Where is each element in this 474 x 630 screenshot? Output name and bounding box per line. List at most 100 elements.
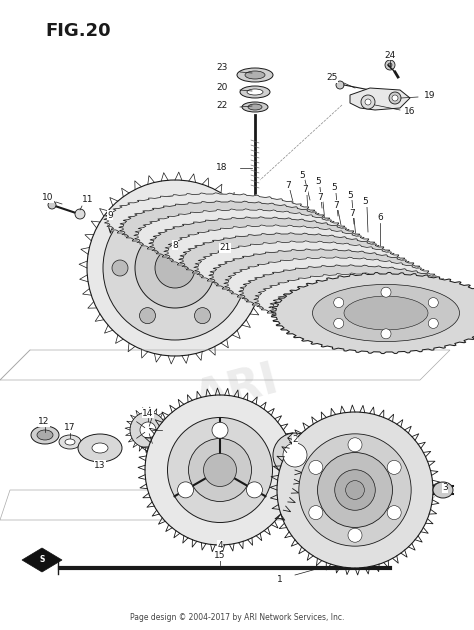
Ellipse shape <box>170 214 286 243</box>
Text: ARI: ARI <box>190 358 284 422</box>
Text: 16: 16 <box>404 108 416 117</box>
Polygon shape <box>209 249 427 303</box>
Circle shape <box>387 506 401 520</box>
Ellipse shape <box>233 247 257 257</box>
Circle shape <box>392 95 398 101</box>
Text: 19: 19 <box>424 91 436 100</box>
Circle shape <box>346 481 365 500</box>
Text: 12: 12 <box>38 418 50 427</box>
Ellipse shape <box>230 246 346 274</box>
Circle shape <box>428 318 438 328</box>
Polygon shape <box>194 241 412 295</box>
Circle shape <box>155 248 195 288</box>
Ellipse shape <box>78 434 122 462</box>
Circle shape <box>381 287 391 297</box>
Ellipse shape <box>59 435 81 449</box>
Ellipse shape <box>245 254 361 282</box>
Ellipse shape <box>344 296 428 330</box>
Circle shape <box>299 434 411 546</box>
Text: 7: 7 <box>302 185 308 195</box>
Ellipse shape <box>65 439 75 445</box>
Polygon shape <box>179 233 397 287</box>
Text: 7: 7 <box>333 200 339 210</box>
Polygon shape <box>254 273 472 327</box>
Ellipse shape <box>433 482 453 498</box>
Ellipse shape <box>92 443 108 453</box>
Circle shape <box>334 318 344 328</box>
Text: 7: 7 <box>285 181 291 190</box>
Polygon shape <box>224 257 442 311</box>
Circle shape <box>167 418 273 522</box>
Ellipse shape <box>273 433 317 477</box>
Circle shape <box>348 528 362 542</box>
Circle shape <box>194 212 210 228</box>
Circle shape <box>309 506 323 520</box>
Circle shape <box>103 196 247 340</box>
Polygon shape <box>164 225 382 279</box>
Circle shape <box>246 482 263 498</box>
Ellipse shape <box>155 206 271 234</box>
Polygon shape <box>350 88 410 110</box>
Circle shape <box>335 470 375 510</box>
Text: 22: 22 <box>216 101 228 110</box>
Text: 23: 23 <box>216 64 228 72</box>
Ellipse shape <box>240 86 270 98</box>
Text: 21: 21 <box>219 244 231 253</box>
Ellipse shape <box>37 430 53 440</box>
Text: 6: 6 <box>377 214 383 222</box>
Text: Page design © 2004-2017 by ARI Network Services, Inc.: Page design © 2004-2017 by ARI Network S… <box>130 614 344 622</box>
Ellipse shape <box>200 230 316 258</box>
Circle shape <box>387 461 401 474</box>
Ellipse shape <box>242 102 268 112</box>
Text: 24: 24 <box>384 50 396 59</box>
Circle shape <box>277 412 433 568</box>
Text: 1: 1 <box>277 575 283 585</box>
Text: 5: 5 <box>299 171 305 180</box>
Polygon shape <box>22 548 62 572</box>
Ellipse shape <box>305 285 421 314</box>
Text: 8: 8 <box>172 241 178 249</box>
Circle shape <box>139 212 155 228</box>
Text: 13: 13 <box>94 461 106 469</box>
Circle shape <box>130 412 166 448</box>
Circle shape <box>178 482 193 498</box>
Text: 5: 5 <box>331 183 337 193</box>
Text: 10: 10 <box>42 193 54 202</box>
Text: 17: 17 <box>64 423 76 433</box>
Ellipse shape <box>312 284 459 341</box>
Circle shape <box>381 329 391 339</box>
Text: 3: 3 <box>442 483 448 493</box>
Ellipse shape <box>245 231 265 239</box>
Circle shape <box>365 99 371 105</box>
Circle shape <box>87 180 263 356</box>
Circle shape <box>318 452 392 527</box>
Text: 5: 5 <box>347 190 353 200</box>
Text: 5: 5 <box>362 197 368 207</box>
Ellipse shape <box>185 222 301 250</box>
Circle shape <box>336 81 344 89</box>
Text: 11: 11 <box>82 195 94 205</box>
Polygon shape <box>119 201 337 255</box>
Text: S: S <box>39 556 45 564</box>
Ellipse shape <box>275 270 391 298</box>
Ellipse shape <box>245 71 265 79</box>
Circle shape <box>388 63 392 67</box>
Text: 18: 18 <box>216 164 228 173</box>
Text: 9: 9 <box>107 210 113 219</box>
Ellipse shape <box>237 68 273 82</box>
Circle shape <box>361 95 375 109</box>
Polygon shape <box>239 265 457 319</box>
Circle shape <box>194 307 210 324</box>
Polygon shape <box>104 193 322 247</box>
Polygon shape <box>134 209 352 263</box>
Polygon shape <box>269 281 474 335</box>
Text: 7: 7 <box>349 209 355 217</box>
Ellipse shape <box>215 238 331 266</box>
Ellipse shape <box>290 278 406 306</box>
Polygon shape <box>271 272 474 353</box>
Circle shape <box>112 260 128 276</box>
Text: 5: 5 <box>315 178 321 186</box>
Circle shape <box>140 422 156 438</box>
Text: FIG.20: FIG.20 <box>45 22 110 40</box>
Circle shape <box>428 297 438 307</box>
